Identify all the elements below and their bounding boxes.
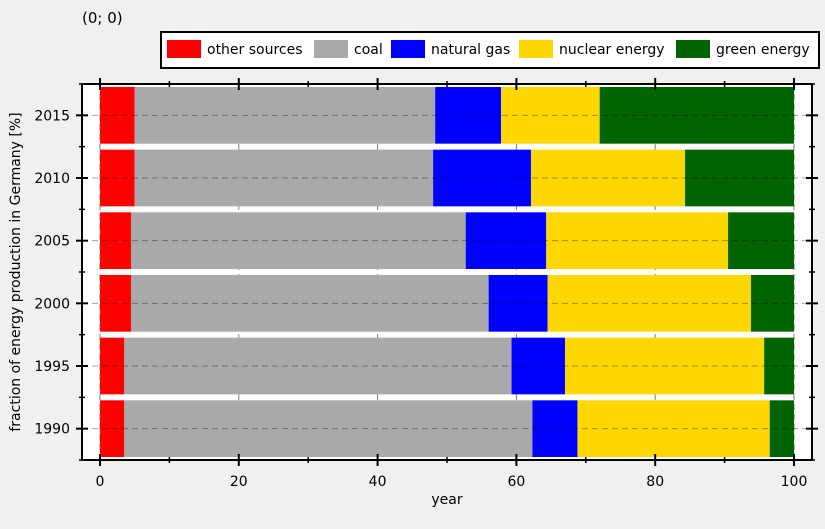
bar-other-sources-2000 bbox=[100, 275, 132, 332]
bar-natural-gas-2000 bbox=[488, 275, 548, 332]
bar-natural-gas-2005 bbox=[465, 212, 547, 269]
bar-nuclear-energy-2000 bbox=[547, 275, 751, 332]
legend-swatch-natural-gas bbox=[391, 40, 425, 58]
x-axis-label: year bbox=[431, 492, 462, 508]
y-tick-label: 2010 bbox=[34, 171, 70, 187]
bar-coal-1990 bbox=[124, 400, 533, 457]
bar-green-energy-2010 bbox=[685, 149, 794, 207]
bar-nuclear-energy-1990 bbox=[577, 400, 770, 457]
bar-nuclear-energy-1995 bbox=[564, 337, 765, 395]
x-tick-label: 60 bbox=[507, 474, 525, 490]
bar-nuclear-energy-2015 bbox=[501, 87, 600, 144]
legend-label-green-energy: green energy bbox=[716, 42, 810, 58]
bar-other-sources-2005 bbox=[100, 212, 132, 269]
bar-coal-2010 bbox=[134, 149, 434, 207]
bar-other-sources-2010 bbox=[100, 149, 135, 207]
x-tick-label: 40 bbox=[369, 474, 387, 490]
y-tick-label: 1995 bbox=[34, 359, 70, 375]
legend: other sources coal natural gas nuclear ener… bbox=[160, 31, 820, 69]
bar-green-energy-2015 bbox=[599, 87, 794, 144]
plot-background bbox=[82, 84, 812, 460]
bar-coal-2000 bbox=[131, 275, 489, 332]
bar-green-energy-1995 bbox=[764, 337, 794, 395]
y-tick-label: 1990 bbox=[34, 422, 70, 438]
bar-green-energy-2000 bbox=[750, 275, 794, 332]
coordinate-readout: (0; 0) bbox=[82, 9, 123, 27]
legend-label-coal: coal bbox=[354, 42, 383, 58]
bar-natural-gas-2015 bbox=[435, 87, 502, 144]
legend-label-natural-gas: natural gas bbox=[431, 42, 510, 58]
y-tick-label: 2015 bbox=[34, 108, 70, 124]
legend-label-nuclear-energy: nuclear energy bbox=[559, 42, 665, 58]
x-tick-label: 20 bbox=[230, 474, 248, 490]
y-tick-label: 2005 bbox=[34, 234, 70, 250]
legend-swatch-coal bbox=[314, 40, 348, 58]
legend-swatch-other-sources bbox=[167, 40, 201, 58]
bar-nuclear-energy-2010 bbox=[530, 149, 686, 207]
x-tick-label: 80 bbox=[646, 474, 664, 490]
bar-coal-2015 bbox=[134, 87, 436, 144]
plot-area: 0 20 40 60 80 100 1990 1995 2000 2005 2010 2015 bbox=[34, 78, 818, 490]
y-axis-label: fraction of energy production in Germany… bbox=[8, 112, 24, 431]
bar-natural-gas-1995 bbox=[511, 337, 565, 395]
bar-other-sources-2015 bbox=[100, 87, 135, 144]
bar-green-energy-1990 bbox=[769, 400, 794, 457]
legend-swatch-nuclear-energy bbox=[519, 40, 553, 58]
bar-natural-gas-1990 bbox=[532, 400, 578, 457]
legend-label-other-sources: other sources bbox=[207, 42, 303, 58]
bar-nuclear-energy-2005 bbox=[546, 212, 729, 269]
bar-other-sources-1995 bbox=[100, 337, 125, 395]
bar-coal-1995 bbox=[124, 337, 512, 395]
bar-coal-2005 bbox=[131, 212, 466, 269]
bar-green-energy-2005 bbox=[728, 212, 794, 269]
y-tick-label: 2000 bbox=[34, 296, 70, 312]
legend-swatch-green-energy bbox=[676, 40, 710, 58]
x-tick-label: 100 bbox=[781, 474, 808, 490]
x-tick-label: 0 bbox=[96, 474, 105, 490]
bar-natural-gas-2010 bbox=[433, 149, 531, 207]
bar-other-sources-1990 bbox=[100, 400, 125, 457]
